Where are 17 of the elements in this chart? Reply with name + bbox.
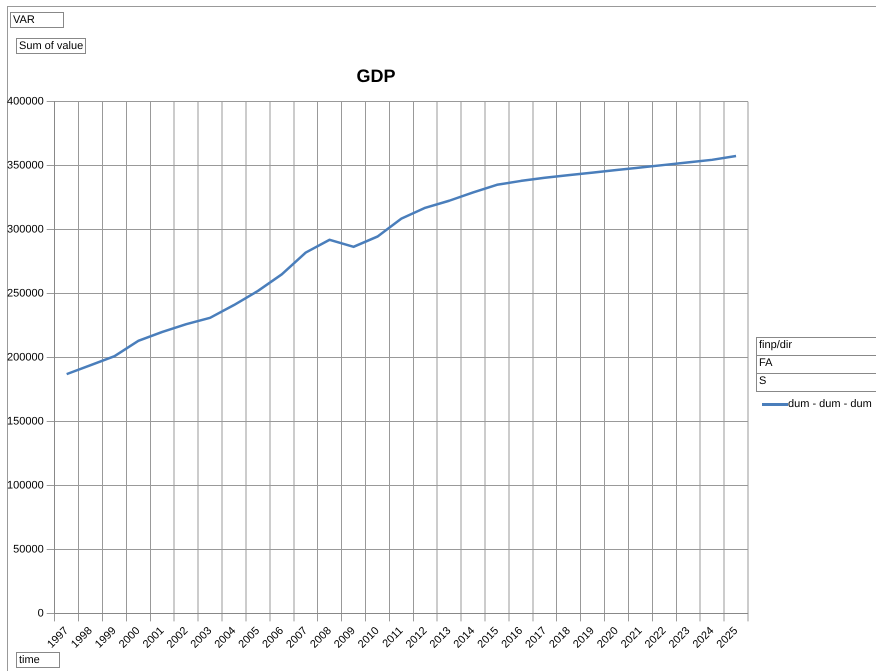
- text: Sum of value: [16, 38, 86, 54]
- text: finp/dir: [756, 337, 876, 355]
- y-tick-label: 250000: [6, 288, 44, 300]
- y-tick-label: 150000: [6, 415, 44, 428]
- chart-title: GDP: [356, 66, 396, 86]
- y-tick-label: 50000: [13, 543, 44, 556]
- y-tick-label: 200000: [6, 352, 44, 364]
- legend-label: dum - dum - dum: [788, 398, 872, 410]
- text: time: [16, 652, 60, 668]
- text: FA: [756, 355, 876, 373]
- y-tick-label: 300000: [6, 224, 44, 236]
- text: VAR: [10, 12, 64, 28]
- y-tick-label: 0: [38, 607, 44, 620]
- y-tick-label: 100000: [6, 479, 44, 492]
- text: S: [756, 373, 876, 392]
- y-tick-label: 400000: [6, 96, 44, 108]
- y-tick-label: 350000: [6, 160, 44, 172]
